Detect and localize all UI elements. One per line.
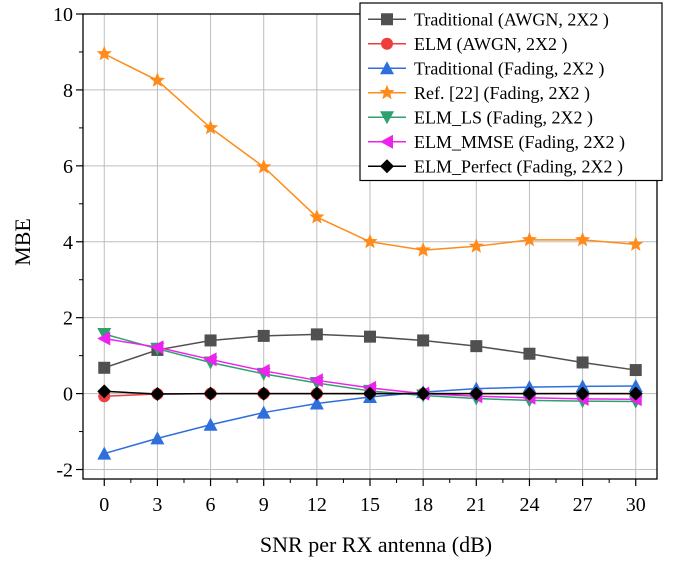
legend-item: ELM (AWGN, 2X2 ) — [368, 34, 568, 55]
data-point — [309, 386, 324, 401]
data-point — [203, 417, 218, 431]
legend-marker — [380, 61, 394, 75]
data-point — [309, 373, 323, 388]
legend-item: Ref. [22] (Fading, 2X2 ) — [368, 83, 590, 104]
legend-item: ELM_Perfect (Fading, 2X2 ) — [368, 156, 623, 177]
x-tick-label: 0 — [99, 494, 109, 516]
data-point — [468, 238, 484, 253]
data-point — [97, 384, 112, 399]
legend-label: ELM (AWGN, 2X2 ) — [414, 34, 568, 55]
legend-item: ELM_LS (Fading, 2X2 ) — [368, 107, 593, 128]
legend-label: Traditional (Fading, 2X2 ) — [414, 58, 604, 79]
data-point — [574, 231, 591, 247]
data-point — [97, 327, 112, 341]
data-point — [575, 386, 590, 401]
data-point — [628, 236, 644, 251]
data-point — [256, 363, 270, 378]
data-point — [309, 209, 325, 224]
series-group — [97, 384, 643, 401]
data-point — [362, 233, 378, 249]
legend: Traditional (AWGN, 2X2 ) ELM (AWGN, 2X2 )… — [359, 2, 663, 182]
data-point — [256, 405, 271, 419]
data-point — [575, 379, 590, 393]
data-point — [97, 331, 111, 346]
data-point — [417, 334, 430, 347]
legend-marker — [380, 134, 393, 149]
data-point — [257, 329, 270, 342]
legend-marker — [381, 13, 393, 26]
y-tick-label: 8 — [63, 80, 73, 102]
y-tick-label: 2 — [63, 308, 73, 330]
y-tick-label: 0 — [63, 384, 73, 406]
data-point — [202, 119, 219, 135]
data-point — [629, 364, 642, 377]
data-point — [203, 386, 218, 401]
data-point — [523, 347, 536, 360]
x-tick-label: 30 — [626, 494, 646, 516]
legend-item: ELM_MMSE (Fading, 2X2 ) — [368, 132, 625, 153]
x-tick-label: 12 — [307, 494, 327, 516]
data-point — [364, 330, 376, 343]
legend-item: Traditional (AWGN, 2X2 ) — [368, 9, 609, 30]
data-point — [521, 231, 538, 247]
data-point — [469, 386, 484, 401]
x-axis-title: SNR per RX antenna (dB) — [260, 532, 492, 557]
legend-label: ELM_Perfect (Fading, 2X2 ) — [414, 156, 623, 177]
data-point — [256, 386, 271, 401]
legend-box — [359, 2, 663, 182]
data-point — [149, 72, 166, 87]
series-group — [96, 45, 644, 257]
x-tick-label: 15 — [360, 494, 380, 516]
data-point — [416, 386, 431, 401]
data-point — [150, 431, 165, 445]
data-point — [204, 334, 217, 347]
data-point — [576, 356, 589, 369]
data-point — [150, 386, 165, 401]
data-point — [150, 340, 164, 355]
plot-series — [96, 45, 644, 460]
y-tick-label: -2 — [56, 460, 73, 482]
data-point — [470, 340, 483, 353]
y-tick-label: 4 — [63, 232, 73, 254]
y-tick-label: 10 — [53, 4, 73, 26]
data-point — [522, 386, 537, 401]
data-point — [256, 158, 272, 174]
data-point — [628, 379, 643, 392]
x-tick-label: 21 — [466, 494, 486, 516]
legend-label: ELM_MMSE (Fading, 2X2 ) — [414, 132, 625, 153]
legend-marker — [379, 84, 395, 100]
data-point — [203, 352, 217, 367]
data-point — [309, 396, 324, 410]
y-axis-title: MBE — [10, 218, 35, 266]
data-point — [96, 45, 112, 61]
legend-item: Traditional (Fading, 2X2 ) — [368, 58, 604, 79]
data-point — [363, 386, 377, 401]
x-tick-label: 24 — [519, 494, 539, 516]
x-tick-label: 9 — [259, 494, 269, 516]
data-point — [97, 446, 112, 460]
data-point — [415, 242, 431, 257]
legend-label: Ref. [22] (Fading, 2X2 ) — [414, 83, 590, 104]
data-point — [98, 361, 111, 374]
y-tick-label: 6 — [63, 156, 73, 178]
x-tick-label: 6 — [206, 494, 216, 516]
x-tick-label: 3 — [152, 494, 162, 516]
legend-label: Traditional (AWGN, 2X2 ) — [414, 9, 609, 30]
x-tick-label: 27 — [573, 494, 593, 516]
data-point — [310, 328, 323, 341]
x-tick-label: 18 — [413, 494, 433, 516]
legend-label: ELM_LS (Fading, 2X2 ) — [414, 107, 593, 128]
legend-marker — [381, 37, 393, 50]
legend-marker — [380, 159, 394, 174]
data-point — [628, 386, 643, 401]
legend-marker — [380, 111, 394, 125]
